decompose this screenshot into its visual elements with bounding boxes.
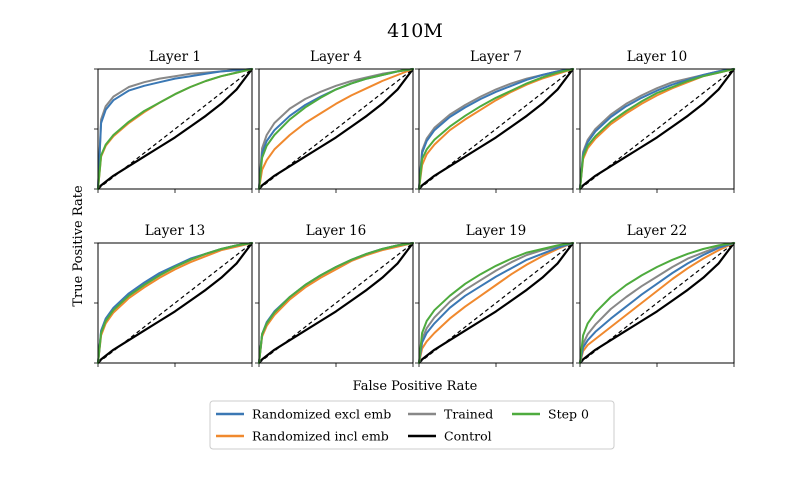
panel-title: Layer 10: [627, 49, 688, 65]
series-line-control: [96, 67, 254, 191]
series-line-step-0: [579, 242, 735, 364]
legend-item-control: Control: [408, 429, 492, 444]
chance-line: [258, 68, 414, 190]
panel-title: Layer 1: [149, 49, 201, 65]
panel-title: Layer 19: [466, 223, 527, 239]
panel-layer-13: Layer 13: [94, 223, 254, 367]
chance-line: [97, 242, 253, 364]
series-line-trained: [579, 242, 735, 364]
series-line-step-0: [97, 242, 253, 364]
panel-frame: [418, 68, 574, 190]
panel-frame: [97, 242, 253, 364]
series-line-control: [578, 241, 736, 365]
series-line-step-0: [97, 68, 253, 190]
panel-frame: [97, 68, 253, 190]
chance-line: [579, 68, 735, 190]
series-line-randomized-incl-emb: [418, 242, 574, 364]
chance-line: [418, 68, 574, 190]
series-line-step-0: [418, 68, 574, 190]
series-line-control: [578, 67, 736, 191]
series-line-trained: [418, 242, 574, 364]
series-line-randomized-excl-emb: [579, 242, 735, 364]
legend-label: Control: [444, 429, 492, 444]
panel-layer-1: Layer 1: [94, 49, 254, 193]
series-line-control: [257, 67, 415, 191]
legend-label: Randomized excl emb: [252, 407, 391, 422]
figure-suptitle: 410M: [387, 20, 443, 42]
chance-line: [97, 68, 253, 190]
series-line-randomized-excl-emb: [418, 68, 574, 190]
series-line-step-0: [579, 68, 735, 190]
legend: Randomized excl emb Randomized incl emb Tr…: [209, 400, 615, 450]
panel-title: Layer 7: [470, 49, 522, 65]
series-line-randomized-excl-emb: [97, 68, 253, 190]
series-line-step-0: [258, 68, 414, 190]
panel-layer-10: Layer 10: [576, 49, 736, 193]
series-line-randomized-excl-emb: [418, 242, 574, 364]
panel-title: Layer 22: [627, 223, 688, 239]
legend-item-randomized-excl-emb: Randomized excl emb: [216, 407, 391, 422]
panel-layer-4: Layer 4: [255, 49, 415, 193]
panel-layer-22: Layer 22: [576, 223, 736, 367]
panel-layer-16: Layer 16: [255, 223, 415, 367]
legend-item-trained: Trained: [408, 407, 493, 422]
panel-frame: [258, 242, 414, 364]
chance-line: [579, 242, 735, 364]
series-line-control: [417, 67, 575, 191]
series-line-randomized-incl-emb: [579, 242, 735, 364]
series-line-randomized-excl-emb: [579, 68, 735, 190]
panel-layer-19: Layer 19: [415, 223, 575, 367]
series-line-control: [257, 241, 415, 365]
panel-grid: Layer 1 Layer 4 Layer 7 Layer 10 Layer 13 Lay…: [94, 49, 736, 367]
chance-line: [418, 242, 574, 364]
legend-label: Randomized incl emb: [252, 429, 389, 444]
series-line-step-0: [258, 242, 414, 364]
series-line-control: [417, 241, 575, 365]
chance-line: [258, 242, 414, 364]
panel-frame: [418, 242, 574, 364]
x-axis-label: False Positive Rate: [353, 379, 478, 394]
series-line-randomized-incl-emb: [418, 68, 574, 190]
legend-item-step-0: Step 0: [512, 407, 589, 422]
y-axis-label: True Positive Rate: [71, 185, 86, 307]
panel-title: Layer 13: [145, 223, 206, 239]
series-line-control: [96, 241, 254, 365]
panel-frame: [579, 68, 735, 190]
panel-frame: [579, 242, 735, 364]
panel-title: Layer 4: [310, 49, 362, 65]
series-line-trained: [258, 68, 414, 190]
legend-label: Trained: [444, 407, 493, 422]
legend-label: Step 0: [548, 407, 589, 422]
panel-layer-7: Layer 7: [415, 49, 575, 193]
series-line-step-0: [418, 242, 574, 364]
series-line-randomized-incl-emb: [258, 68, 414, 190]
legend-item-randomized-incl-emb: Randomized incl emb: [216, 429, 389, 444]
panel-frame: [258, 68, 414, 190]
panel-title: Layer 16: [306, 223, 367, 239]
